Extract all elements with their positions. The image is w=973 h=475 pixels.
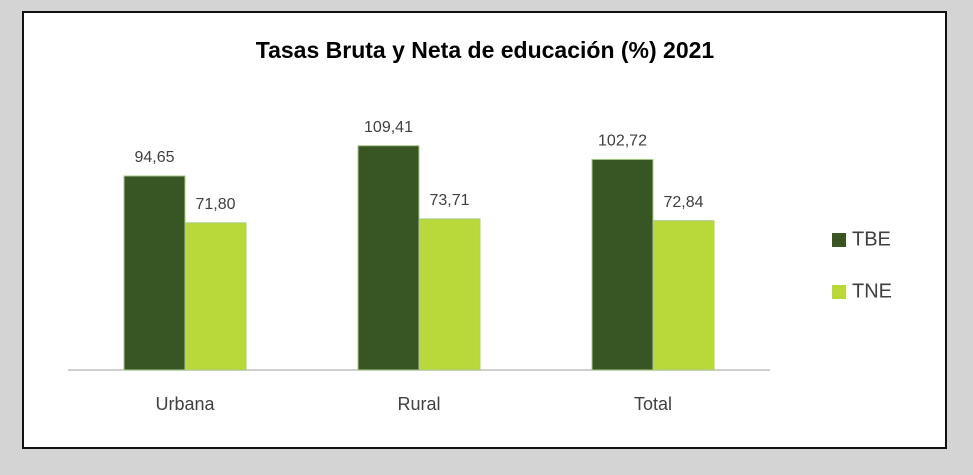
chart-title: Tasas Bruta y Neta de educación (%) 2021 [256, 37, 715, 63]
data-label: 102,72 [598, 133, 647, 150]
x-tick-label: Urbana [155, 394, 215, 414]
bar [123, 175, 186, 371]
bar [357, 145, 420, 371]
legend-swatch [832, 285, 846, 299]
data-label: 109,41 [364, 119, 413, 136]
bar [184, 222, 247, 371]
data-label: 73,71 [429, 192, 469, 209]
legend-swatch [832, 233, 846, 247]
data-label: 94,65 [134, 149, 174, 166]
x-tick-label: Rural [397, 394, 440, 414]
x-tick-label: Total [634, 394, 672, 414]
bar [591, 158, 654, 371]
bar [418, 218, 481, 371]
legend-label: TBE [852, 228, 891, 250]
legend-label: TNE [852, 280, 892, 302]
bar [652, 220, 715, 371]
data-label: 71,80 [195, 196, 235, 213]
data-label: 72,84 [663, 194, 703, 211]
